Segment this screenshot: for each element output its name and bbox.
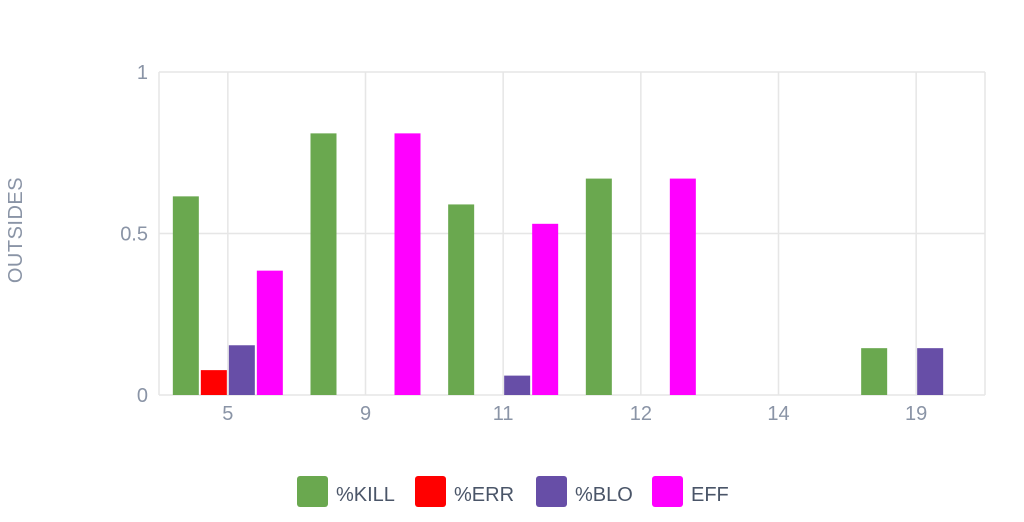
- bar-pct-kill-9: [310, 133, 337, 395]
- legend-label: EFF: [691, 484, 729, 506]
- x-tick-label: 14: [767, 403, 789, 425]
- grid-lines: [158, 71, 986, 396]
- x-tick-label: 19: [905, 403, 927, 425]
- bar-pct-blo-19: [917, 348, 944, 395]
- bar-pct-kill-19: [861, 348, 888, 395]
- x-axis-ticks: 5 9 11 12 14 19: [222, 403, 927, 425]
- legend: %KILL %ERR %BLO EFF: [297, 476, 729, 507]
- x-tick-label: 11: [493, 403, 514, 425]
- bar-pct-kill-11: [448, 204, 475, 395]
- legend-item[interactable]: %BLO: [536, 476, 633, 507]
- legend-swatch: [536, 476, 567, 507]
- bar-pct-kill-12: [585, 178, 612, 395]
- y-tick-label: 0.5: [120, 224, 148, 246]
- bar-eff-12: [669, 178, 696, 395]
- legend-item[interactable]: %ERR: [415, 476, 514, 507]
- x-tick-label: 5: [222, 403, 233, 425]
- legend-swatch: [652, 476, 683, 507]
- bar-eff-11: [532, 223, 559, 395]
- legend-item[interactable]: %KILL: [297, 476, 395, 507]
- legend-label: %BLO: [575, 484, 633, 506]
- bar-pct-kill-5: [172, 196, 199, 395]
- x-tick-label: 9: [360, 403, 371, 425]
- legend-swatch: [297, 476, 328, 507]
- bar-eff-5: [256, 270, 283, 395]
- bar-pct-blo-11: [504, 375, 531, 395]
- y-axis-title: OUTSIDES: [5, 177, 27, 283]
- legend-swatch: [415, 476, 446, 507]
- bar-group: [172, 133, 944, 395]
- x-tick-label: 12: [630, 403, 652, 425]
- bar-pct-err-5: [200, 370, 227, 395]
- bar-eff-9: [394, 133, 421, 395]
- y-tick-label: 0: [137, 385, 148, 407]
- legend-label: %KILL: [336, 484, 395, 506]
- y-axis-ticks: 00.51: [120, 62, 148, 407]
- bar-pct-blo-5: [228, 345, 255, 395]
- y-tick-label: 1: [137, 62, 148, 84]
- legend-item[interactable]: EFF: [652, 476, 729, 507]
- legend-label: %ERR: [454, 484, 514, 506]
